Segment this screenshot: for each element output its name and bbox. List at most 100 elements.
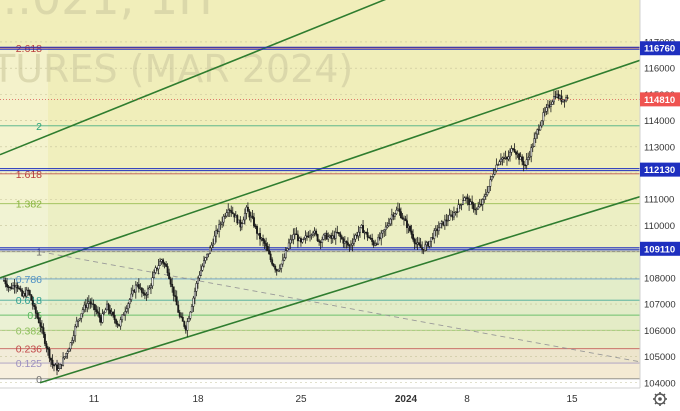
candle-body [113, 315, 116, 320]
candle-body [507, 156, 510, 160]
candle-body [133, 290, 136, 293]
candle-body [480, 203, 483, 206]
candle-body [186, 321, 189, 331]
candle-body [428, 240, 431, 247]
candle-body [242, 219, 245, 224]
candle-body [442, 221, 445, 226]
candle-body [160, 259, 163, 262]
candle-body [171, 283, 174, 287]
price-level-tag[interactable] [640, 241, 680, 256]
candle-body [539, 125, 542, 131]
candle-body [424, 244, 427, 251]
candle-body [175, 296, 178, 306]
candle-body [537, 129, 540, 131]
price-tick-label: 104000 [644, 378, 676, 389]
candle-body [280, 263, 283, 269]
candle-body [140, 287, 143, 293]
candle-body [534, 133, 537, 139]
candle-body [418, 242, 421, 245]
candle-body [157, 265, 160, 270]
candle-body [345, 241, 348, 243]
candle-body [181, 316, 184, 322]
candle-body [289, 239, 292, 244]
candle-body [39, 322, 42, 327]
candle-body [53, 364, 55, 367]
candle-body [31, 300, 34, 306]
price-axis[interactable]: 1040001050001060001070001080001090001100… [639, 0, 680, 411]
candle-body [260, 238, 263, 240]
price-level-tag[interactable] [640, 162, 680, 177]
candle-body [560, 95, 563, 102]
candle-body [112, 311, 115, 316]
candle-body [512, 148, 514, 150]
fib-zone [48, 47, 640, 126]
candle-body [298, 238, 301, 242]
candle-body [36, 313, 39, 318]
candle-body [498, 161, 501, 166]
candle-body [327, 236, 330, 240]
candle-body [90, 303, 93, 305]
candle-body [475, 208, 478, 211]
candle-body [433, 230, 436, 239]
candle-body [440, 221, 443, 224]
candle-body [419, 244, 422, 248]
candle-body [389, 218, 392, 225]
candle-body [524, 164, 527, 167]
fib-level-label: 1.618 [16, 169, 42, 181]
candle-body [321, 239, 324, 243]
candle-body [487, 185, 490, 193]
candle-body [95, 309, 98, 312]
fib-zone [48, 348, 640, 364]
candle-body [209, 247, 211, 254]
candle-body [168, 272, 171, 280]
candle-body [249, 215, 252, 218]
candle-body [316, 234, 319, 241]
candle-body [192, 297, 195, 307]
candle-body [486, 191, 489, 196]
candle-body [504, 157, 507, 159]
candle-body [222, 216, 225, 223]
candle-body [50, 357, 52, 361]
candle-body [86, 303, 89, 308]
candle-body [206, 253, 208, 258]
fib-zone [48, 251, 640, 279]
candle-body [384, 226, 387, 230]
candle-body [516, 153, 519, 155]
candle-body [383, 229, 386, 232]
time-axis[interactable]: 11 18 25 2024 8 15 [0, 387, 680, 411]
candle-body [30, 294, 33, 301]
candle-body [495, 164, 498, 171]
price-level-tag[interactable] [640, 41, 680, 56]
gear-icon[interactable] [653, 392, 667, 406]
candle-body [27, 289, 30, 292]
candle-body [66, 351, 69, 354]
candle-body [390, 214, 393, 220]
candle-body [101, 313, 104, 323]
candle-body [203, 260, 205, 267]
plot-area[interactable]: ...021, 1H TURES (MAR 2024) 0 0.125 0.236 0.3… [0, 0, 640, 386]
candle-body [496, 164, 499, 166]
candle-body [224, 215, 227, 218]
candle-body [45, 343, 48, 348]
candle-body [207, 253, 210, 255]
candle-body [339, 233, 342, 238]
candle-body [115, 319, 118, 324]
candle-body [19, 288, 22, 291]
candle-body [271, 259, 274, 265]
candle-body [3, 280, 5, 282]
channel-line [0, 0, 387, 156]
fib-zone [48, 315, 640, 331]
candle-body [263, 240, 266, 244]
candle-body [522, 161, 525, 166]
candle-body [172, 286, 175, 296]
candle-body [401, 217, 404, 220]
candle-body [315, 230, 318, 235]
price-axis-bg [640, 0, 680, 411]
last-price-tag[interactable] [640, 92, 680, 107]
candle-body [278, 268, 281, 271]
candle-body [80, 313, 83, 319]
candle-body [531, 146, 534, 148]
candle-body [449, 214, 452, 216]
candle-body [127, 303, 130, 310]
